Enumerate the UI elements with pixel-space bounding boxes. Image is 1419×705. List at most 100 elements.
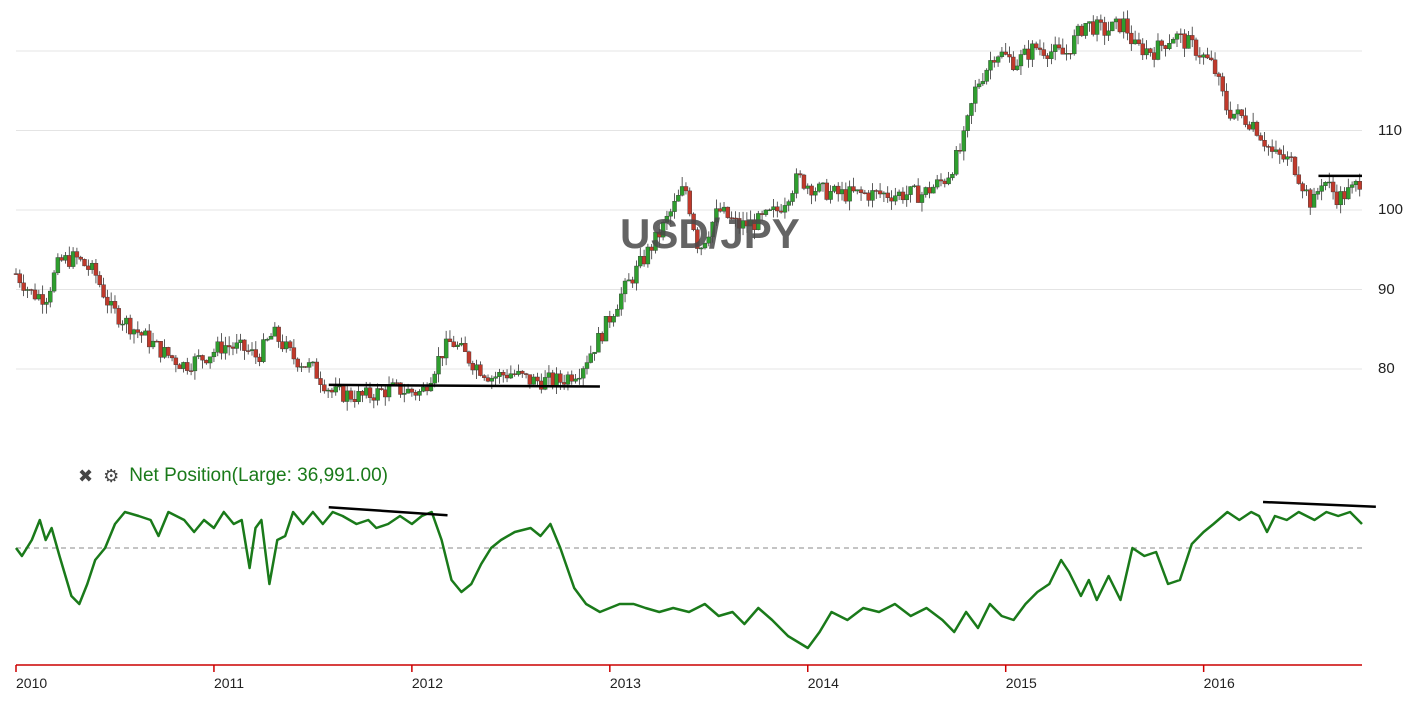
candle-down [1151,52,1157,60]
candle-down [303,366,308,368]
candle-down [527,374,533,385]
candle-up [816,183,822,192]
candle-up [1167,43,1172,49]
candle-up [786,201,791,206]
candle-down [775,206,780,212]
candle-up [653,231,658,251]
candle-down [101,284,106,298]
candle-up [1049,51,1054,59]
candle-up [531,376,536,385]
candle-up [108,301,114,306]
candle-down [116,308,121,325]
candle-down [280,341,285,350]
candle-up [192,356,198,372]
candle-down [1357,181,1362,190]
candle-up [588,353,593,363]
candle-down [314,361,319,379]
net-position-line [14,510,1363,650]
candle-down [105,296,110,306]
x-tick-label: 2010 [16,675,48,691]
candle-up [436,356,441,375]
candle-up [676,195,681,202]
candle-up [1018,54,1024,67]
candle-up [493,376,498,379]
candle-down [851,186,856,192]
candle-up [580,368,586,379]
candle-up [1170,39,1176,44]
candle-down [1220,76,1225,92]
candle-down [885,192,890,198]
candle-down [523,373,529,375]
candle-up [508,373,514,379]
candle-up [131,329,137,335]
candle-up [181,362,186,369]
candle-up [48,290,53,303]
candle-down [139,332,144,336]
candle-down [1288,156,1294,158]
candle-down [112,301,118,309]
candle-down [1247,124,1252,130]
candle-up [577,377,582,380]
candle-up [261,339,266,362]
candle-down [1178,33,1184,36]
candle-down [97,275,102,285]
candle-up [1030,43,1035,60]
candle-up [847,186,852,202]
candle-down [1117,18,1123,33]
candle-down [1136,39,1142,44]
close-icon[interactable]: ✖ [78,465,94,486]
candle-down [1205,54,1210,59]
x-tick-label: 2015 [1005,675,1037,691]
candle-up [162,347,167,358]
candle-up [333,386,338,393]
candle-up [284,341,289,350]
candle-down [874,190,879,192]
candle-up [870,190,875,201]
candle-down [561,382,567,385]
candle-up [794,173,799,194]
candle-up [832,185,837,192]
candle-down [535,376,540,382]
candle-down [1026,48,1031,60]
candle-down [1148,48,1153,53]
candle-up [763,209,769,215]
candle-down [900,191,906,201]
candle-up [1353,181,1359,186]
candle-up [516,370,521,375]
candle-up [1094,19,1100,35]
candle-down [550,372,555,386]
candle-down [398,382,403,395]
candle-up [611,316,616,323]
candle-down [17,273,23,284]
candle-up [904,194,909,201]
candle-up [980,81,986,85]
candle-up [950,174,955,179]
candle-down [1258,135,1263,141]
candle-down [32,289,38,300]
candle-up [443,338,449,359]
candle-down [166,347,171,356]
candle-up [855,189,860,192]
candle-down [1228,109,1233,119]
candle-down [276,326,281,342]
candle-down [242,339,247,351]
candle-down [40,294,45,305]
candle-down [600,332,605,342]
candle-up [615,308,620,317]
candle-down [992,60,997,63]
gear-icon[interactable]: ⚙ [103,465,120,486]
candle-up [1110,21,1115,32]
candle-down [501,372,506,376]
candle-down [413,391,418,396]
candle-up [1075,25,1081,36]
candle-up [1315,191,1321,195]
candle-up [706,236,711,244]
candle-down [291,347,297,360]
candle-up [238,339,243,343]
candle-down [1209,57,1214,61]
candle-up [1231,113,1237,119]
candle-up [1121,18,1126,33]
candle-up [55,257,61,274]
candle-down [147,330,152,348]
y-tick-label: 110 [1378,121,1402,139]
